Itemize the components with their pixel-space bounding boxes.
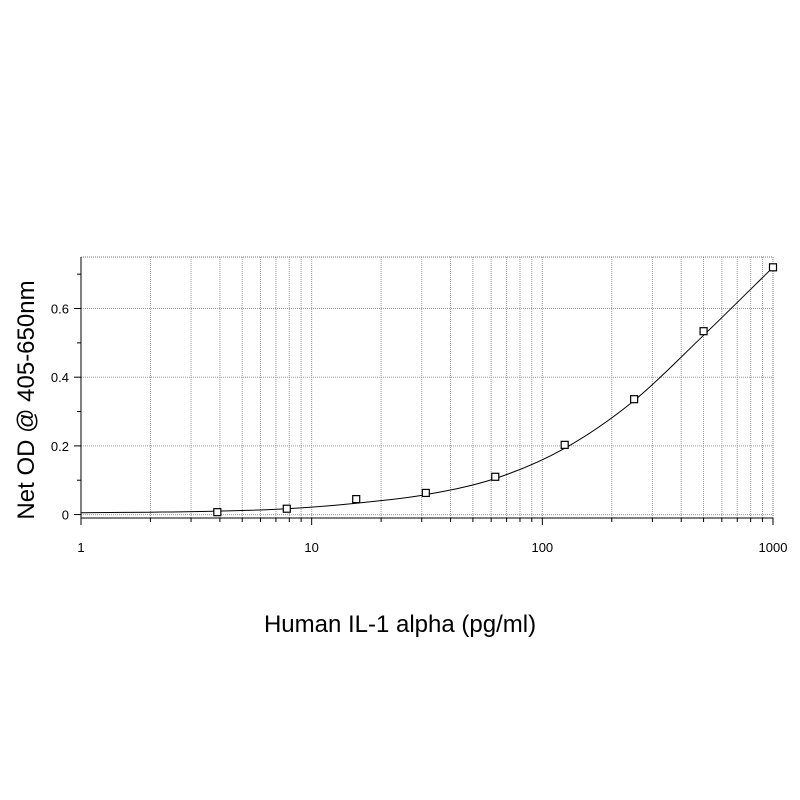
data-point-marker (630, 395, 639, 404)
data-point-marker (560, 440, 569, 449)
data-point-marker (421, 488, 430, 498)
data-points (213, 263, 778, 517)
y-tick-labels: 0 0.2 0.4 0.6 (51, 302, 69, 523)
data-point-marker (699, 327, 708, 336)
data-point-marker (352, 495, 361, 504)
x-tick-label: 1 (77, 540, 84, 555)
y-tick-label: 0 (62, 508, 69, 523)
data-point-marker (282, 504, 291, 513)
data-point-marker (213, 508, 222, 517)
x-tick-labels: 1 10 100 1000 (77, 540, 787, 555)
y-tick-label: 0.2 (51, 439, 69, 454)
x-tick-label: 100 (531, 540, 553, 555)
plot-frame (81, 257, 773, 518)
data-point-marker (491, 472, 500, 481)
y-axis-title: Net OD @ 405-650nm (13, 280, 40, 519)
y-tick-label: 0.6 (51, 302, 69, 317)
axes (74, 256, 774, 525)
grid (81, 257, 773, 518)
x-axis-title: Human IL-1 alpha (pg/ml) (264, 611, 536, 638)
data-point-marker (768, 263, 778, 272)
y-tick-label: 0.4 (51, 370, 69, 385)
x-tick-label: 1000 (759, 540, 788, 555)
x-tick-label: 10 (304, 540, 318, 555)
